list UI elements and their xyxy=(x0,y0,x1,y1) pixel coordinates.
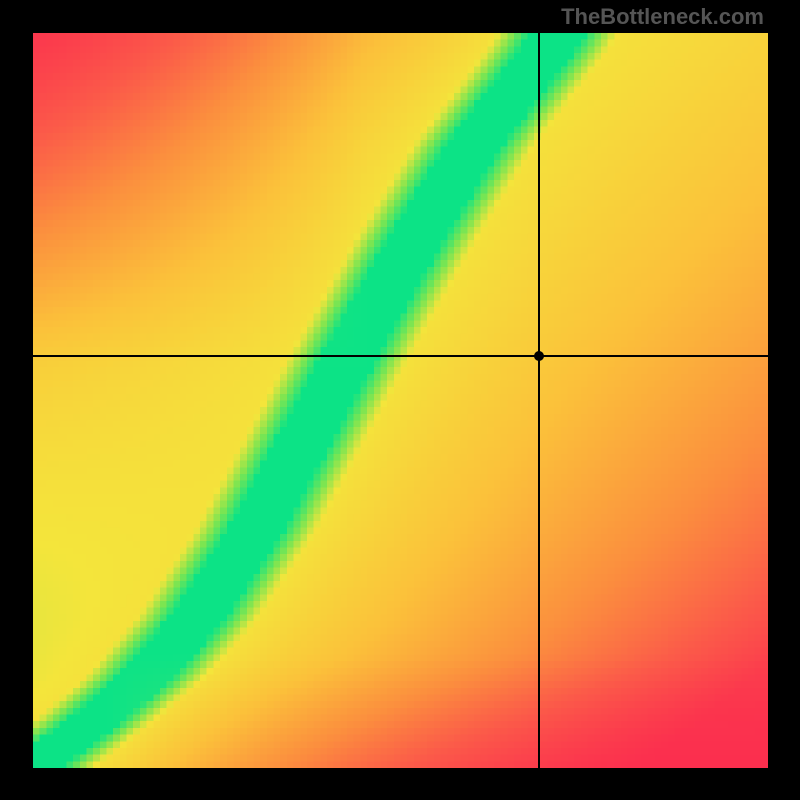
crosshair-vertical xyxy=(538,33,540,768)
crosshair-horizontal xyxy=(33,355,768,357)
watermark-text: TheBottleneck.com xyxy=(561,4,764,30)
chart-container: TheBottleneck.com xyxy=(0,0,800,800)
bottleneck-heatmap xyxy=(33,33,768,768)
